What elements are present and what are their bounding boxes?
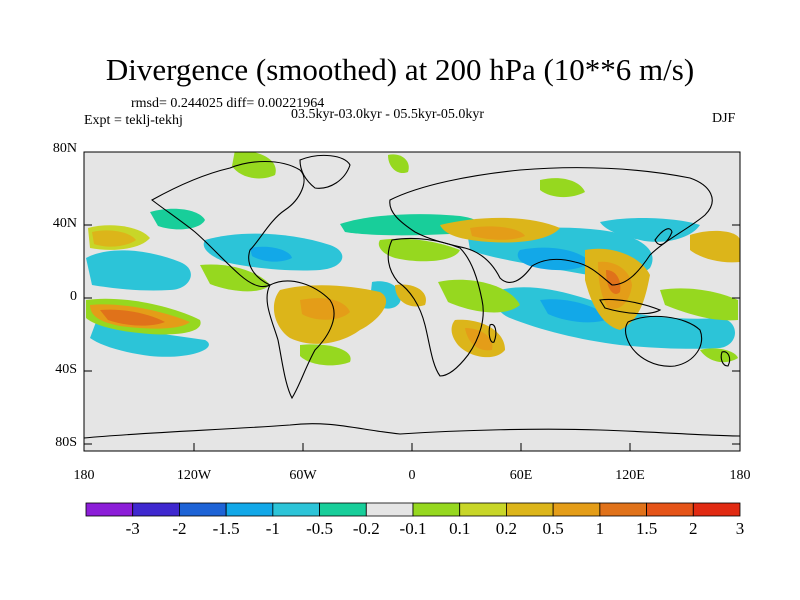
anomaly-region: [540, 178, 585, 198]
colorbar-box: [412, 502, 461, 517]
anomaly-region: [378, 238, 460, 262]
colorbar-box: [225, 502, 274, 517]
lon-tick-label: 180: [729, 468, 751, 483]
coastline-eurasia: [389, 167, 713, 286]
anomaly-region: [540, 299, 610, 323]
colorbar-box: [319, 502, 367, 517]
colorbar-box: [272, 502, 320, 517]
period-label: 03.5kyr-03.0kyr - 05.5kyr-05.0kyr: [291, 107, 485, 122]
rmsd-label: rmsd= 0.244025 diff= 0.00221964: [131, 96, 325, 111]
coastline-japan: [654, 228, 673, 246]
lon-tick-label: 120E: [615, 468, 645, 483]
colorbar-box: [646, 502, 694, 517]
anomaly-region: [660, 288, 738, 321]
anomaly-region: [100, 309, 165, 326]
lat-tick-label: 80S: [55, 435, 77, 450]
colorbar-label: -0.1: [399, 519, 427, 538]
colorbar-label: -0.5: [306, 519, 334, 538]
coastlines: [84, 154, 740, 439]
colorbar-label: 2: [689, 519, 698, 538]
colorbar-box: [85, 502, 134, 517]
colorbar-label: -1: [265, 519, 280, 538]
colorbar-label: 1: [595, 519, 605, 538]
colorbar-label: 3: [735, 519, 745, 538]
colorbar-label: 1.5: [635, 519, 658, 538]
colorbar-label: 0.5: [542, 519, 564, 538]
coastline-australia: [625, 315, 703, 367]
colorbar-box: [506, 502, 554, 517]
colorbar-box: [552, 502, 601, 517]
anomaly-region: [92, 230, 136, 247]
coastline-indonesia: [599, 298, 662, 315]
colorbar-label: -3: [125, 519, 140, 538]
colorbar-box: [365, 502, 414, 517]
anomaly-region: [438, 279, 520, 313]
lat-tick-label: 40S: [55, 362, 77, 377]
lon-tick-label: 120W: [176, 468, 212, 483]
colorbar-box: [132, 502, 180, 517]
colorbar-label: -1.5: [212, 519, 240, 538]
lon-tick-label: 60W: [289, 468, 317, 483]
coastline-africa: [387, 237, 484, 377]
anomaly-region: [470, 226, 525, 240]
colorbar-label: 0.1: [449, 519, 471, 538]
colorbar: [85, 502, 741, 517]
anomaly-region: [232, 152, 276, 179]
anomaly-region: [465, 328, 493, 351]
anomaly-region: [250, 246, 292, 262]
colorbar-label: 0.2: [495, 519, 518, 538]
colorbar-label: -2: [172, 519, 187, 538]
experiment-label: Expt = teklj-tekhj: [84, 113, 183, 128]
anomaly-region: [388, 154, 409, 174]
coastline-north-america: [151, 161, 305, 288]
lat-tick-label: 0: [70, 289, 77, 304]
lon-tick-label: 0: [408, 468, 416, 483]
colorbar-label: -0.2: [352, 519, 380, 538]
anomaly-region: [90, 322, 209, 357]
anomaly-region: [300, 298, 350, 320]
season-label: DJF: [712, 111, 736, 126]
anomaly-region: [86, 250, 191, 291]
anomaly-region: [690, 230, 740, 263]
colorbar-box: [179, 502, 227, 517]
plot-frame: [83, 151, 741, 452]
coastline-south-america: [266, 280, 335, 400]
anomaly-region: [395, 284, 426, 307]
lat-tick-label: 40N: [52, 216, 77, 231]
plot-title: Divergence (smoothed) at 200 hPa (10**6 …: [105, 52, 695, 87]
anomaly-region: [340, 214, 479, 236]
lat-tick-label: 80N: [52, 141, 77, 156]
colorbar-box: [599, 502, 647, 517]
colorbar-box: [692, 502, 741, 517]
anomaly-region: [700, 348, 738, 363]
anomaly-region: [300, 344, 351, 366]
lon-tick-label: 60E: [509, 468, 533, 483]
coastline-madagascar: [488, 323, 497, 343]
colorbar-box: [459, 502, 507, 517]
anomaly-region: [606, 270, 621, 294]
coastline-antarctica: [84, 423, 740, 439]
coastline-greenland: [299, 154, 351, 189]
lon-tick-label: 180: [73, 468, 95, 483]
coastline-new-zealand: [720, 351, 731, 367]
anomaly-region: [200, 264, 270, 292]
